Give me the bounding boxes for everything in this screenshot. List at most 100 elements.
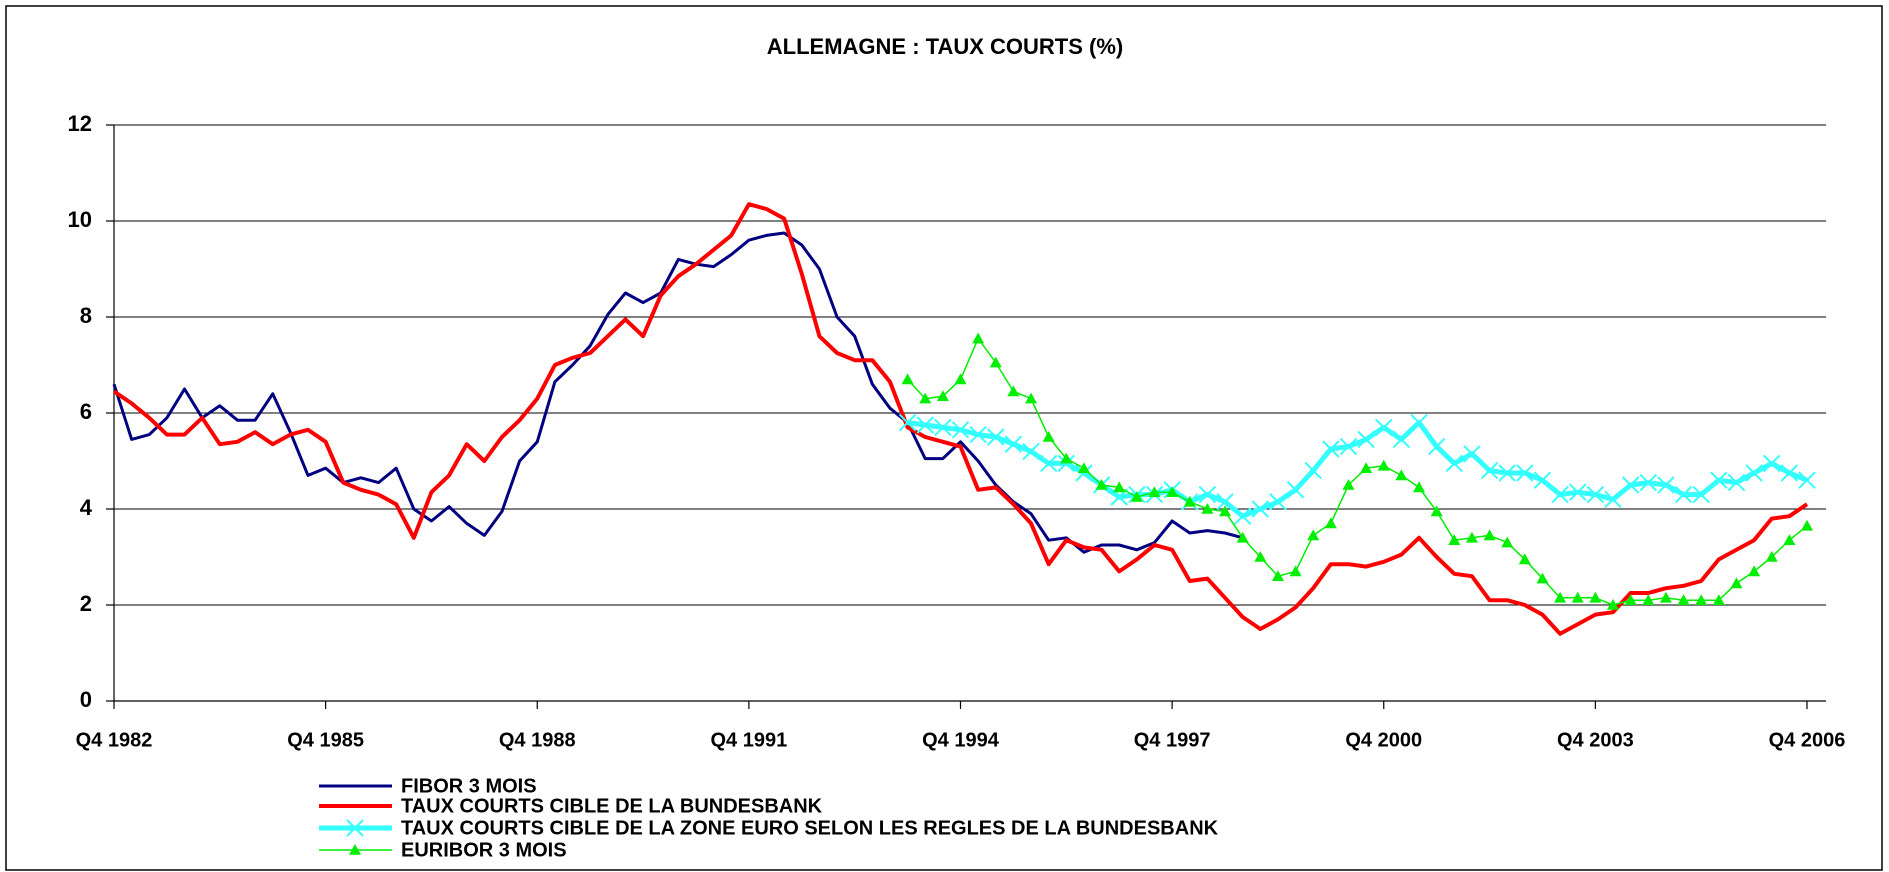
marker-stroke (1410, 413, 1428, 432)
marker-stroke (1745, 464, 1763, 482)
data-point (1448, 534, 1461, 545)
data-point (1095, 479, 1108, 490)
data-point (1377, 459, 1390, 471)
x-tick-label: Q4 1985 (287, 729, 364, 751)
legend-label: FIBOR 3 MOIS (401, 775, 537, 797)
marker-stroke (1039, 454, 1058, 473)
data-point (1307, 529, 1320, 541)
data-point (1360, 462, 1373, 473)
marker-stroke (1533, 471, 1552, 489)
legend-label: EURIBOR 3 MOIS (401, 839, 567, 861)
data-point (1233, 507, 1252, 525)
y-tick-label: 2 (80, 591, 92, 616)
x-tick-label: Q4 1982 (76, 729, 153, 751)
legend-label: TAUX COURTS CIBLE DE LA ZONE EURO SELON … (401, 817, 1219, 839)
y-tick-label: 12 (68, 111, 92, 136)
marker-stroke (1763, 454, 1781, 473)
data-point (1392, 430, 1411, 449)
data-point (1445, 454, 1463, 473)
data-point (1430, 505, 1443, 517)
marker-stroke (1586, 485, 1605, 504)
x-tick-label: Q4 1994 (922, 729, 1000, 751)
marker-stroke (1216, 493, 1234, 511)
marker-stroke (1551, 485, 1569, 504)
x-tick-label: Q4 2003 (1557, 729, 1634, 751)
data-point (1198, 485, 1217, 504)
marker-stroke (951, 421, 970, 439)
marker-stroke (969, 425, 987, 444)
data-point (1304, 461, 1322, 480)
data-point (1480, 461, 1499, 480)
data-point (1569, 483, 1587, 501)
data-point (1395, 469, 1408, 481)
legend-marker (349, 844, 361, 855)
data-point (1501, 536, 1514, 548)
series-line (112, 202, 1809, 636)
marker-stroke (1392, 430, 1411, 449)
data-point (1536, 572, 1549, 584)
marker-stroke (1692, 485, 1710, 504)
data-point (1463, 445, 1481, 463)
data-point (1339, 437, 1358, 456)
x-tick-label: Q4 1991 (711, 729, 788, 751)
marker-stroke (1198, 485, 1217, 504)
data-point (1763, 454, 1781, 473)
data-point (1375, 418, 1393, 437)
chart-title: ALLEMAGNE : TAUX COURTS (%) (767, 34, 1123, 59)
marker-stroke (1780, 464, 1799, 482)
data-point (1657, 476, 1675, 494)
legend-label: TAUX COURTS CIBLE DE LA BUNDESBANK (401, 795, 823, 817)
data-point (919, 392, 932, 404)
marker-stroke (1463, 445, 1481, 463)
marker-stroke (1621, 476, 1640, 494)
data-point (936, 390, 949, 401)
marker-stroke (1375, 418, 1393, 437)
y-tick-label: 4 (80, 495, 93, 520)
data-point (1130, 491, 1143, 502)
marker-stroke (1604, 490, 1622, 509)
data-point (1639, 473, 1657, 492)
data-point (916, 416, 934, 434)
data-point (1621, 476, 1640, 494)
data-point (1113, 481, 1126, 493)
y-tick-label: 8 (80, 303, 92, 328)
marker-stroke (1516, 464, 1534, 482)
data-point (1219, 505, 1232, 517)
data-point (1765, 551, 1778, 562)
marker-stroke (1498, 464, 1516, 482)
marker-stroke (1480, 461, 1499, 480)
data-point (1148, 486, 1161, 497)
data-point (1342, 479, 1355, 490)
data-point (972, 332, 985, 344)
series-line (112, 231, 1244, 554)
data-point (1465, 531, 1478, 543)
data-point (1286, 481, 1305, 499)
marker-stroke (1445, 454, 1463, 473)
data-point (1254, 551, 1267, 562)
data-point (1201, 503, 1214, 514)
marker-stroke (1004, 435, 1023, 453)
data-point (969, 425, 987, 444)
series-line (907, 337, 1808, 606)
data-point (1269, 493, 1287, 511)
marker-stroke (1022, 442, 1040, 461)
data-point (1413, 481, 1426, 493)
data-point (1642, 594, 1655, 605)
data-point (1483, 529, 1496, 541)
marker-stroke (346, 819, 364, 837)
y-tick-label: 0 (80, 687, 92, 712)
marker-stroke (898, 413, 917, 432)
data-point (1551, 485, 1569, 504)
data-point (1604, 490, 1622, 509)
marker-stroke (916, 416, 934, 434)
marker-stroke (1674, 485, 1693, 504)
data-point (1516, 464, 1534, 482)
data-point (1801, 519, 1813, 531)
data-point (1271, 570, 1284, 581)
data-point (901, 373, 914, 385)
marker-stroke (1710, 471, 1728, 489)
data-point (1216, 493, 1234, 511)
marker-stroke (1251, 500, 1270, 518)
data-point (1427, 437, 1446, 456)
data-point (1712, 594, 1725, 605)
